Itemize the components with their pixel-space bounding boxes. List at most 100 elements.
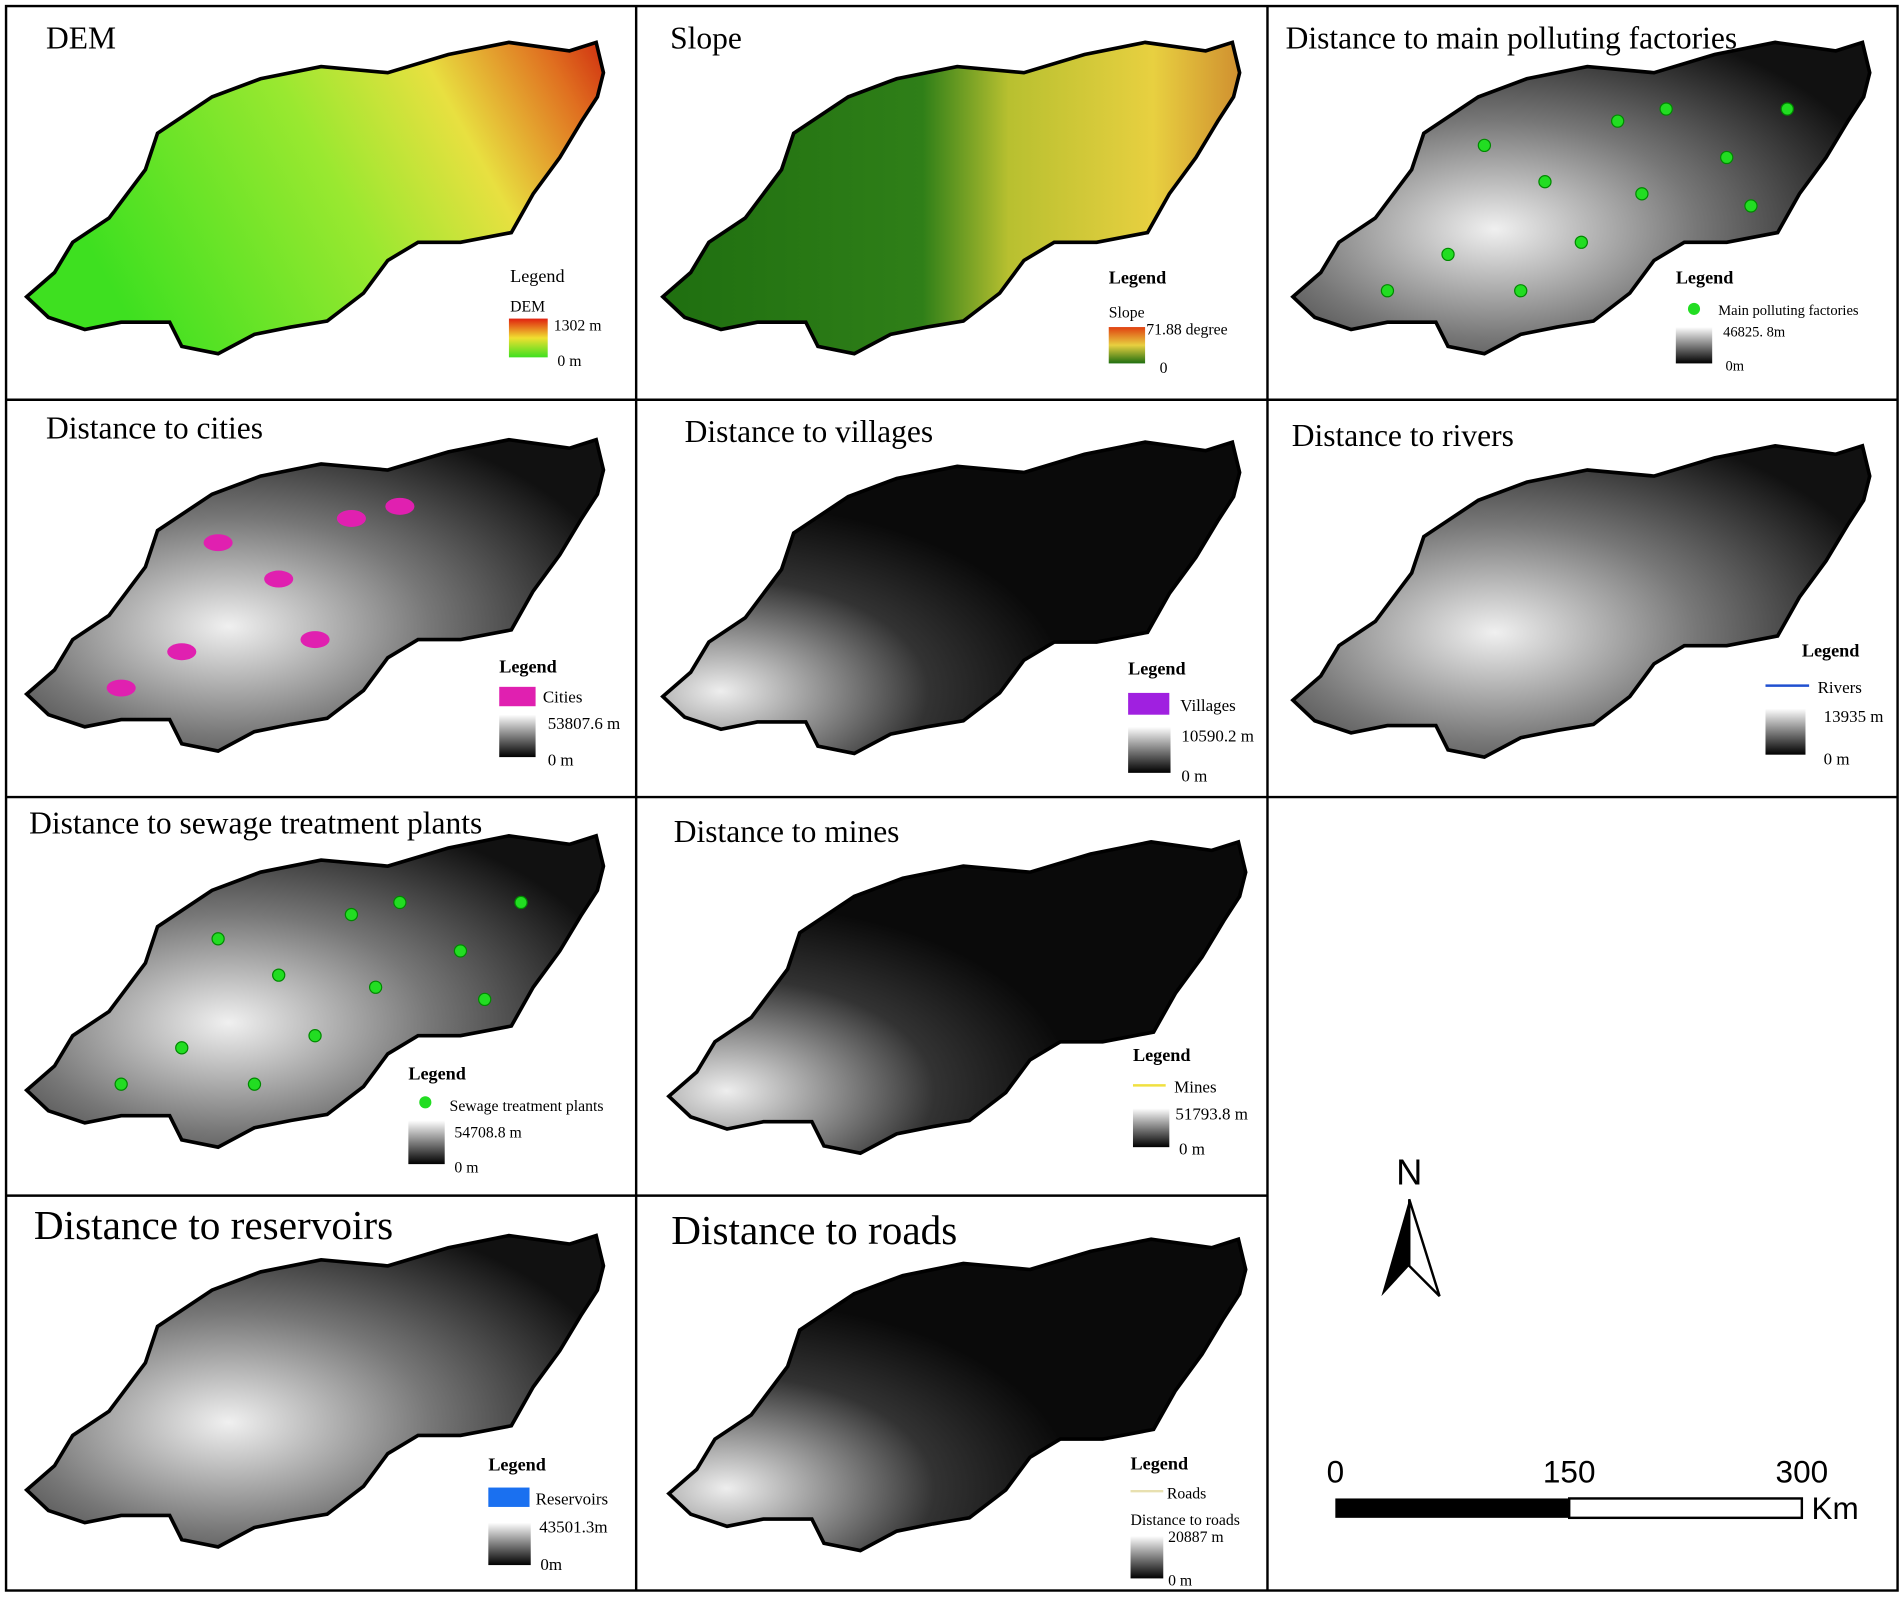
legend-layer: DEM: [510, 298, 545, 315]
legend-max: 53807.6 m: [548, 714, 621, 733]
legend-max: 54708.8 m: [454, 1124, 521, 1141]
area-marker: [106, 679, 136, 697]
panel-title: Distance to roads: [671, 1207, 957, 1253]
legend-ramp: [408, 1120, 445, 1165]
legend-min: 0 m: [454, 1160, 478, 1177]
legend-max: 51793.8 m: [1175, 1104, 1248, 1123]
point-marker: [1538, 175, 1552, 189]
map-panel: Distance to reservoirs Legend Reservoirs 43…: [24, 1202, 609, 1574]
north-arrow: N: [1381, 1152, 1441, 1298]
legend-max: 1302 m: [554, 318, 602, 335]
legend-layer: Cities: [543, 688, 583, 707]
map-panel: DEM Legend DEM 1302 m 0 m: [24, 20, 606, 370]
legend-heading: Legend: [408, 1063, 466, 1083]
area-marker: [167, 643, 197, 661]
legend-heading: Legend: [488, 1455, 546, 1475]
panel-title: Distance to sewage treatment plants: [29, 805, 482, 840]
point-marker: [1514, 284, 1528, 298]
legend-layer: Mines: [1174, 1078, 1216, 1097]
legend-heading: Legend: [1133, 1045, 1191, 1065]
map-panel: Distance to mines Legend Mines 51793.8 m 0 m: [667, 814, 1248, 1158]
basin-raster: [661, 40, 1242, 356]
scale-bar: 0 150 300 Km: [1327, 1454, 1859, 1526]
point-marker: [1744, 199, 1758, 213]
area-marker: [203, 534, 233, 552]
area-marker: [300, 631, 330, 649]
basin-map: [24, 834, 606, 1149]
legend-heading: Legend: [1676, 267, 1734, 287]
map-panel: Distance to rivers Legend Rivers 13935 m 0 m: [1291, 418, 1883, 768]
area-marker: [385, 497, 415, 515]
point-marker: [114, 1077, 128, 1091]
legend-ramp: [488, 1522, 531, 1566]
legend-ramp: [1765, 708, 1806, 755]
legend-heading: Legend: [510, 266, 564, 286]
legend-symbol: [488, 1487, 530, 1507]
point-marker: [1720, 150, 1734, 165]
basin-raster: [667, 840, 1248, 1156]
scale-unit: Km: [1812, 1490, 1859, 1526]
legend-min: 0 m: [548, 751, 574, 770]
area-marker: [336, 509, 366, 527]
legend-min: 0 m: [557, 353, 581, 370]
point-marker: [175, 1041, 189, 1055]
legend-max: 46825. 8m: [1723, 325, 1786, 341]
point-marker: [393, 895, 407, 910]
legend-ramp: [1130, 1536, 1164, 1579]
legend-min: 0 m: [1179, 1139, 1205, 1158]
point-marker: [368, 980, 383, 994]
legend-heading: Legend: [1131, 1453, 1189, 1473]
legend-ramp: [1132, 1108, 1170, 1148]
point-marker: [1380, 284, 1395, 298]
panel-frames: [4, 4, 1899, 1592]
legend-min: 0 m: [1824, 749, 1850, 768]
scale-label: 300: [1776, 1454, 1829, 1490]
point-marker: [272, 968, 286, 982]
point-marker: [1441, 247, 1455, 262]
panel-title: Distance to rivers: [1292, 418, 1514, 453]
map-panel: Distance to villages Legend Villages 10590.…: [661, 414, 1254, 785]
point-marker: [453, 944, 468, 958]
legend-layer: Reservoirs: [536, 1490, 609, 1509]
legend-layer: Main polluting factories: [1718, 303, 1859, 319]
legend-ramp: [1128, 726, 1171, 773]
legend-min: 0 m: [1181, 766, 1207, 785]
legend-symbol: [1687, 302, 1701, 315]
point-marker: [211, 932, 225, 946]
north-label: N: [1396, 1152, 1422, 1193]
legend-min: 0 m: [1168, 1573, 1192, 1590]
panel-title: Distance to villages: [685, 414, 933, 449]
legend-layer: Villages: [1180, 696, 1235, 715]
basin-map: [667, 840, 1248, 1156]
legend-layer: Rivers: [1818, 678, 1862, 697]
map-panel: Distance to sewage treatment plants Legen…: [24, 805, 606, 1177]
panel-title: DEM: [46, 20, 116, 55]
legend-ramp: [1675, 327, 1713, 364]
legend-min: 0: [1160, 360, 1168, 377]
point-marker: [1611, 114, 1625, 128]
point-marker: [1477, 138, 1492, 153]
legend-symbol: [499, 686, 536, 707]
scale-label: 150: [1543, 1454, 1596, 1490]
legend-min: 0m: [1726, 359, 1745, 375]
legend-heading: Legend: [1802, 641, 1860, 661]
basin-map: [1291, 40, 1872, 356]
map-panel: Distance to main polluting factories Lege…: [1286, 20, 1872, 375]
legend-ramp: [508, 318, 548, 358]
legend-max: 10590.2 m: [1181, 726, 1254, 745]
legend-heading: Legend: [499, 656, 557, 676]
map-panel: Distance to roads Legend Roads Distance to …: [667, 1207, 1248, 1590]
area-marker: [264, 570, 294, 588]
basin-raster: [667, 1237, 1248, 1553]
basin-map: [667, 1237, 1248, 1553]
legend-min: 0m: [540, 1555, 562, 1574]
legend-layer: Distance to roads: [1131, 1512, 1240, 1529]
basin-map: [24, 437, 606, 753]
legend-layer: Roads: [1167, 1485, 1206, 1502]
legend-max: 43501.3m: [539, 1517, 607, 1536]
legend-max: 71.88 degree: [1146, 321, 1227, 338]
point-marker: [1780, 102, 1794, 116]
panel-title: Distance to main polluting factories: [1286, 20, 1737, 55]
